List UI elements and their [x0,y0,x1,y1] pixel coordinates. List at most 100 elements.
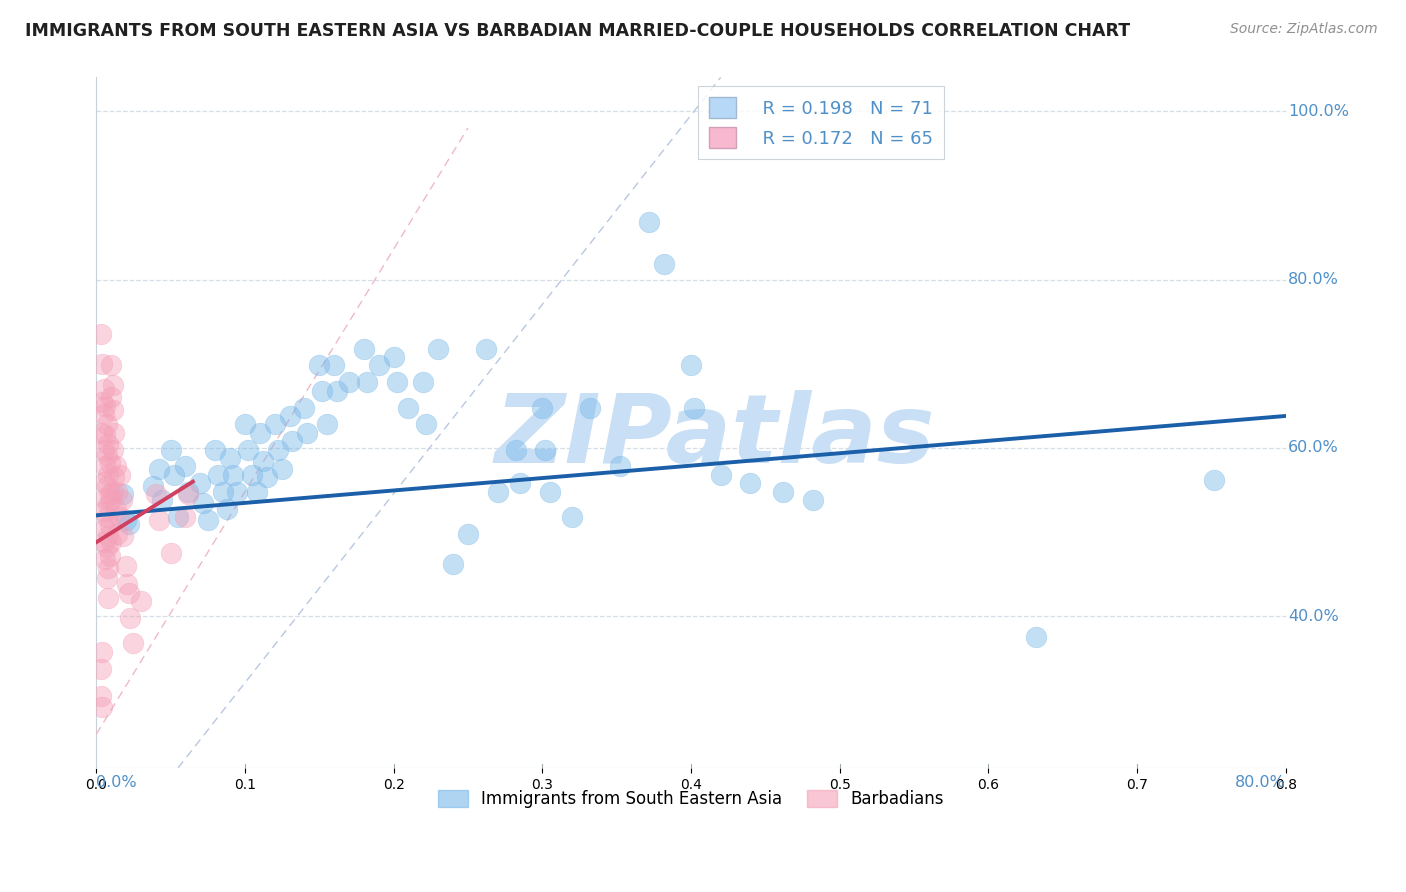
Point [91,645,114,659]
Point [174,510,197,524]
Point [297,425,319,440]
Point [93,442,115,457]
Point [105,484,128,499]
Point [561,510,583,524]
Point [509,476,531,491]
Point [367,359,389,373]
Point [101,403,124,417]
Point [111,487,134,501]
Point [90,662,112,676]
Point [97,436,120,450]
Text: ZIPatlas: ZIPatlas [495,390,935,483]
Text: Source: ZipAtlas.com: Source: ZipAtlas.com [1230,22,1378,37]
Point [240,467,263,482]
Point [531,401,554,415]
Point [117,577,139,591]
Point [98,456,121,470]
Point [90,690,112,704]
Point [159,546,181,560]
Point [148,462,170,476]
Point [167,510,190,524]
Point [534,442,557,457]
Point [311,384,333,398]
Point [94,459,117,474]
Text: 80.0%: 80.0% [1288,272,1339,287]
Point [263,417,285,432]
Point [177,487,200,501]
Point [101,484,124,499]
Point [211,484,233,499]
Point [772,484,794,499]
Point [101,442,124,457]
Point [246,484,269,499]
Point [93,407,115,421]
Point [219,451,242,466]
Point [353,342,375,356]
Point [100,391,122,405]
Point [91,700,114,714]
Point [94,428,117,442]
Point [474,342,496,356]
Point [292,401,315,415]
Point [308,359,330,373]
Point [638,215,661,229]
Point [97,591,120,605]
Point [98,518,121,533]
Point [142,479,165,493]
Point [427,342,450,356]
Point [1204,473,1226,487]
Point [226,484,249,499]
Point [256,470,278,484]
Point [337,376,360,390]
Point [236,442,259,457]
Point [679,359,702,373]
Point [188,476,211,491]
Point [108,467,131,482]
Point [91,357,114,371]
Point [197,512,219,526]
Point [97,467,120,482]
Point [118,586,141,600]
Point [683,401,706,415]
Point [177,484,200,499]
Point [281,434,304,449]
Point [98,487,121,501]
Point [129,594,152,608]
Point [97,560,120,574]
Legend: Immigrants from South Eastern Asia, Barbadians: Immigrants from South Eastern Asia, Barb… [432,783,950,815]
Point [441,557,464,571]
Point [103,425,125,440]
Point [398,401,420,415]
Point [101,377,124,392]
Point [1025,631,1047,645]
Point [96,448,118,462]
Text: 80.0%: 80.0% [1234,774,1285,789]
Point [249,425,271,440]
Point [323,359,346,373]
Point [91,425,114,440]
Point [98,549,121,563]
Point [505,442,527,457]
Point [233,417,256,432]
Point [266,442,288,457]
Point [145,487,167,501]
Point [159,442,181,457]
Point [710,467,733,482]
Point [96,479,118,493]
Point [222,467,245,482]
Point [111,529,134,543]
Point [150,493,173,508]
Text: 100.0%: 100.0% [1288,103,1348,119]
Point [90,327,112,342]
Point [252,453,274,467]
Point [93,475,115,489]
Point [104,459,127,474]
Point [93,504,115,518]
Point [278,409,301,423]
Point [93,535,115,549]
Point [122,636,145,650]
Point [174,459,197,474]
Point [100,493,122,508]
Point [326,384,349,398]
Point [193,496,215,510]
